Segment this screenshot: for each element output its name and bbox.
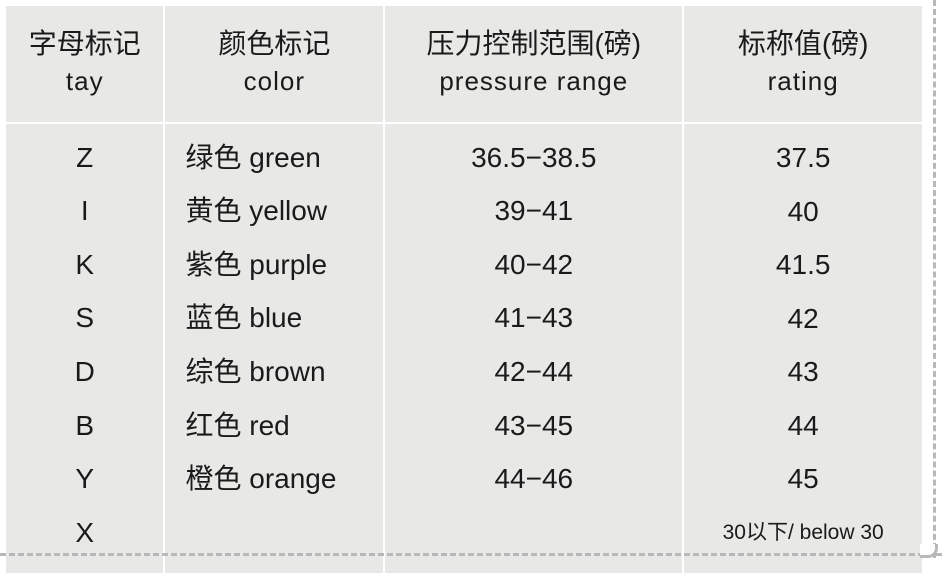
- tay-value: K: [75, 245, 94, 286]
- body-color: 绿色 green 黄色 yellow 紫色 purple 蓝色 blue 综色 brow…: [164, 123, 384, 575]
- color-value: 黄色 yellow: [185, 191, 327, 232]
- body-tay: ZIKSDBYX: [5, 123, 164, 575]
- header-rating-en: rating: [692, 63, 914, 99]
- table-header-row: 字母标记 tay 颜色标记 color 压力控制范围(磅) pressure r…: [5, 5, 923, 123]
- header-rating-cn: 标称值(磅): [692, 24, 914, 63]
- tay-value: Y: [75, 459, 94, 500]
- header-color-en: color: [173, 63, 375, 99]
- range-value: 40−42: [494, 245, 573, 286]
- header-rating: 标称值(磅) rating: [683, 5, 923, 123]
- range-value: 39−41: [494, 191, 573, 232]
- rating-value: 37.5: [776, 138, 831, 179]
- range-value: 41−43: [494, 298, 573, 339]
- header-range-en: pressure range: [393, 63, 674, 99]
- rating-value: 41.5: [776, 245, 831, 286]
- pressure-table: 字母标记 tay 颜色标记 color 压力控制范围(磅) pressure r…: [4, 4, 924, 575]
- tay-value: Z: [76, 138, 93, 179]
- color-value: 红色 red: [185, 406, 289, 447]
- rating-value: 43: [788, 352, 819, 393]
- rating-value: 45: [788, 459, 819, 500]
- header-tay-en: tay: [14, 63, 155, 99]
- rating-value: 30以下/ below 30: [723, 513, 884, 553]
- tay-value: I: [81, 191, 89, 232]
- rating-value: 40: [788, 192, 819, 233]
- header-tay-cn: 字母标记: [14, 24, 155, 63]
- dashed-border-bottom: [0, 553, 942, 556]
- range-value: 42−44: [494, 352, 573, 393]
- color-value: 橙色 orange: [185, 459, 336, 500]
- range-value: 36.5−38.5: [471, 138, 596, 179]
- header-color-cn: 颜色标记: [173, 24, 375, 63]
- header-range-cn: 压力控制范围(磅): [393, 24, 674, 63]
- tay-value: B: [75, 406, 94, 447]
- color-value: 蓝色 blue: [185, 298, 302, 339]
- color-value: 紫色 purple: [185, 245, 327, 286]
- rating-value: 42: [788, 299, 819, 340]
- color-value: [185, 513, 193, 554]
- range-value: 43−45: [494, 406, 573, 447]
- table-body-row: ZIKSDBYX 绿色 green 黄色 yellow 紫色 purple 蓝色 bl…: [5, 123, 923, 575]
- tay-value: X: [75, 513, 94, 554]
- header-tay: 字母标记 tay: [5, 5, 164, 123]
- tay-value: S: [75, 298, 94, 339]
- range-value: 44−46: [494, 459, 573, 500]
- header-range: 压力控制范围(磅) pressure range: [384, 5, 683, 123]
- range-value: [530, 513, 538, 554]
- body-rating: 37.5 40 41.5 42 43 44 45 30以下/ below 30: [683, 123, 923, 575]
- tay-value: D: [75, 352, 95, 393]
- color-value: 绿色 green: [185, 138, 320, 179]
- color-value: 综色 brown: [185, 352, 325, 393]
- header-color: 颜色标记 color: [164, 5, 384, 123]
- dashed-border-right: [933, 0, 936, 558]
- body-range: 36.5−38.5 39−41 40−42 41−43 42−44 43−45 44−46: [384, 123, 683, 575]
- rating-value: 44: [788, 406, 819, 447]
